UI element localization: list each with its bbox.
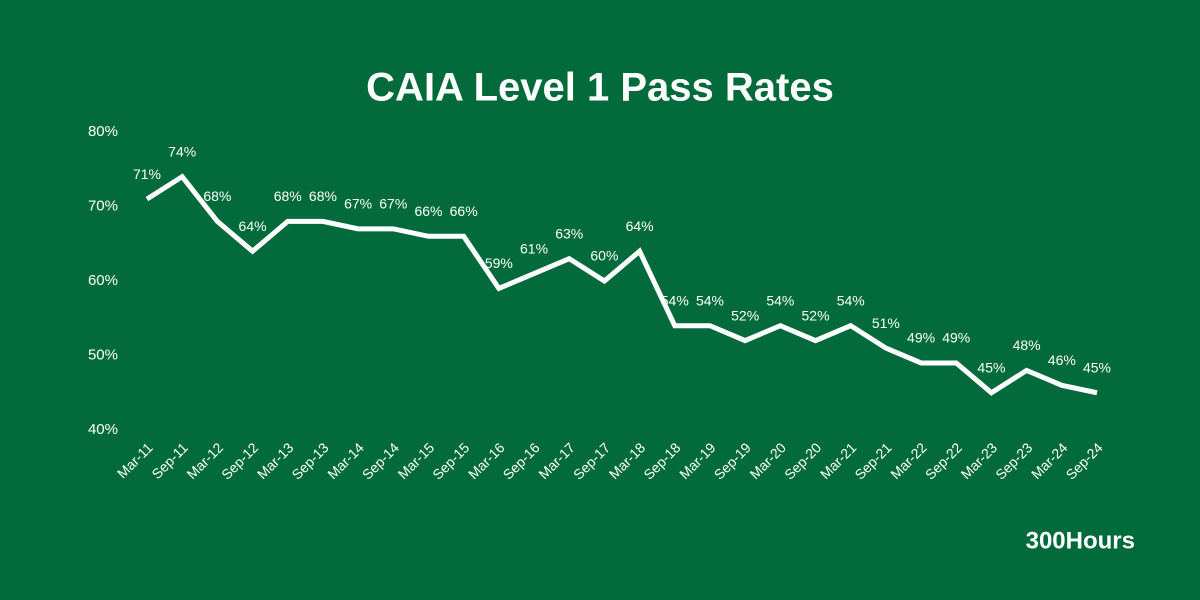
brand: 300Hours <box>1026 527 1135 554</box>
data-label: 54% <box>661 292 689 308</box>
data-label: 66% <box>450 203 478 219</box>
data-label: 71% <box>133 166 161 182</box>
y-tick-label: 60% <box>88 272 118 289</box>
data-label: 52% <box>731 307 759 323</box>
y-tick-label: 40% <box>88 421 118 438</box>
y-tick-label: 80% <box>88 123 118 140</box>
data-label: 74% <box>168 143 196 159</box>
data-label: 51% <box>872 315 900 331</box>
data-label: 60% <box>590 248 618 264</box>
data-label: 54% <box>766 292 794 308</box>
data-label: 64% <box>626 218 654 234</box>
data-label: 46% <box>1048 352 1076 368</box>
data-label: 49% <box>907 330 935 346</box>
data-label: 59% <box>485 255 513 271</box>
data-label: 54% <box>696 292 724 308</box>
line <box>145 173 1098 396</box>
data-label: 54% <box>837 292 865 308</box>
data-label: 68% <box>274 188 302 204</box>
data-label: 63% <box>555 225 583 241</box>
data-label: 61% <box>520 240 548 256</box>
data-label: 67% <box>344 196 372 212</box>
data-label: 52% <box>802 307 830 323</box>
y-tick-label: 50% <box>88 346 118 363</box>
data-label: 64% <box>239 218 267 234</box>
data-label: 45% <box>977 359 1005 375</box>
data-label: 67% <box>379 196 407 212</box>
data-label: 68% <box>203 188 231 204</box>
data-label: 49% <box>942 330 970 346</box>
chart-title: CAIA Level 1 Pass Rates <box>366 66 834 110</box>
data-label: 68% <box>309 188 337 204</box>
data-label: 48% <box>1013 337 1041 353</box>
data-label: 45% <box>1083 359 1111 375</box>
data-label: 66% <box>414 203 442 219</box>
y-tick-label: 70% <box>88 197 118 214</box>
